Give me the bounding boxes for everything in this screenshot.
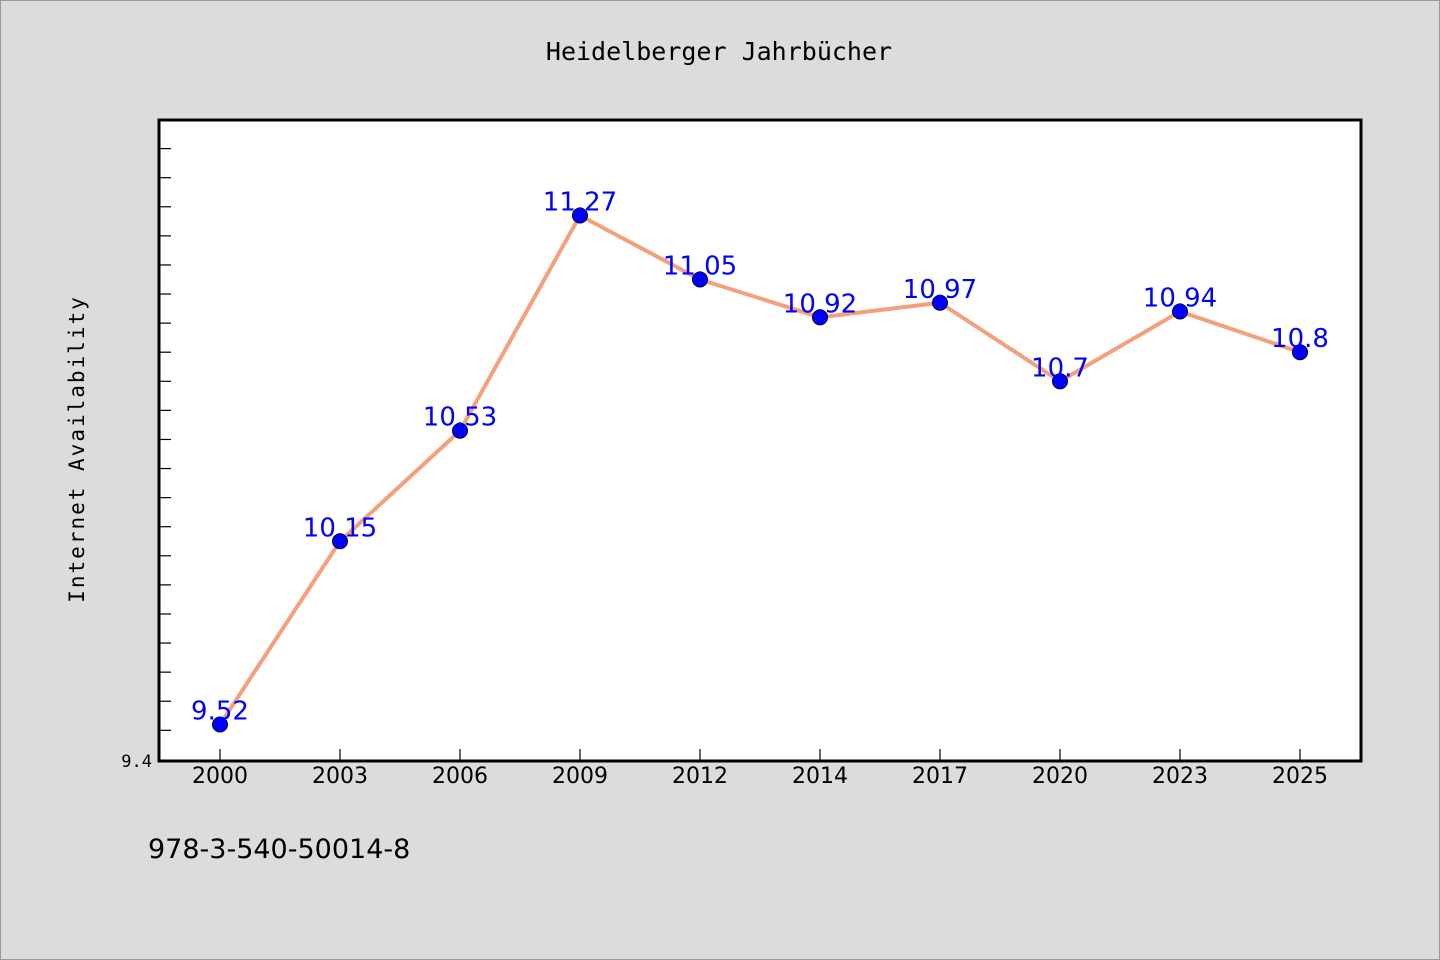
chart-title: Heidelberger Jahrbücher bbox=[546, 37, 892, 66]
data-point bbox=[932, 294, 948, 311]
marker-group bbox=[212, 207, 1308, 733]
x-tick-label: 2003 bbox=[312, 764, 368, 789]
x-tick-label: 2023 bbox=[1152, 764, 1208, 789]
data-point bbox=[692, 271, 708, 288]
x-tick-label: 2014 bbox=[792, 764, 848, 789]
data-point bbox=[212, 716, 228, 733]
data-label: 10.94 bbox=[1143, 283, 1217, 313]
series-line bbox=[218, 213, 1302, 727]
x-axis-ticks: 2000 2003 2006 2009 2012 2014 2017 2020 2023 2025 bbox=[192, 749, 1328, 789]
x-tick-label: 2000 bbox=[192, 764, 248, 789]
x-tick-label: 2025 bbox=[1272, 764, 1328, 789]
data-label: 11.05 bbox=[663, 251, 737, 281]
data-label: 10.92 bbox=[783, 289, 857, 319]
data-point bbox=[1172, 303, 1188, 320]
data-label: 10.7 bbox=[1031, 353, 1089, 383]
data-point bbox=[572, 207, 588, 224]
data-label: 9.52 bbox=[191, 697, 249, 727]
data-label: 10.53 bbox=[423, 403, 497, 433]
y-axis-ticks: 9.4 bbox=[121, 148, 171, 772]
isbn-code: 978-3-540-50014-8 bbox=[148, 834, 411, 865]
data-label: 11.27 bbox=[543, 188, 617, 218]
data-point bbox=[812, 309, 828, 326]
data-label: 10.97 bbox=[903, 275, 977, 305]
y-tick-label: 9.4 bbox=[121, 752, 152, 772]
x-tick-label: 2012 bbox=[672, 764, 728, 789]
x-tick-label: 2006 bbox=[432, 764, 488, 789]
data-point bbox=[332, 533, 348, 550]
x-tick-label: 2020 bbox=[1032, 764, 1088, 789]
series-line-group bbox=[218, 213, 1302, 727]
plot-area bbox=[157, 118, 1363, 763]
x-tick-label: 2017 bbox=[912, 764, 968, 789]
data-label: 10.8 bbox=[1271, 324, 1329, 354]
data-point bbox=[452, 422, 468, 439]
data-point bbox=[1052, 373, 1068, 390]
y-axis-label: Internet Availability bbox=[65, 295, 89, 603]
data-label-group: 9.52 10.15 10.53 11.27 11.05 10.92 10.97 10.7 10… bbox=[191, 188, 1329, 727]
data-label: 10.15 bbox=[303, 513, 377, 543]
x-tick-label: 2009 bbox=[552, 764, 608, 789]
data-point bbox=[1292, 344, 1308, 361]
